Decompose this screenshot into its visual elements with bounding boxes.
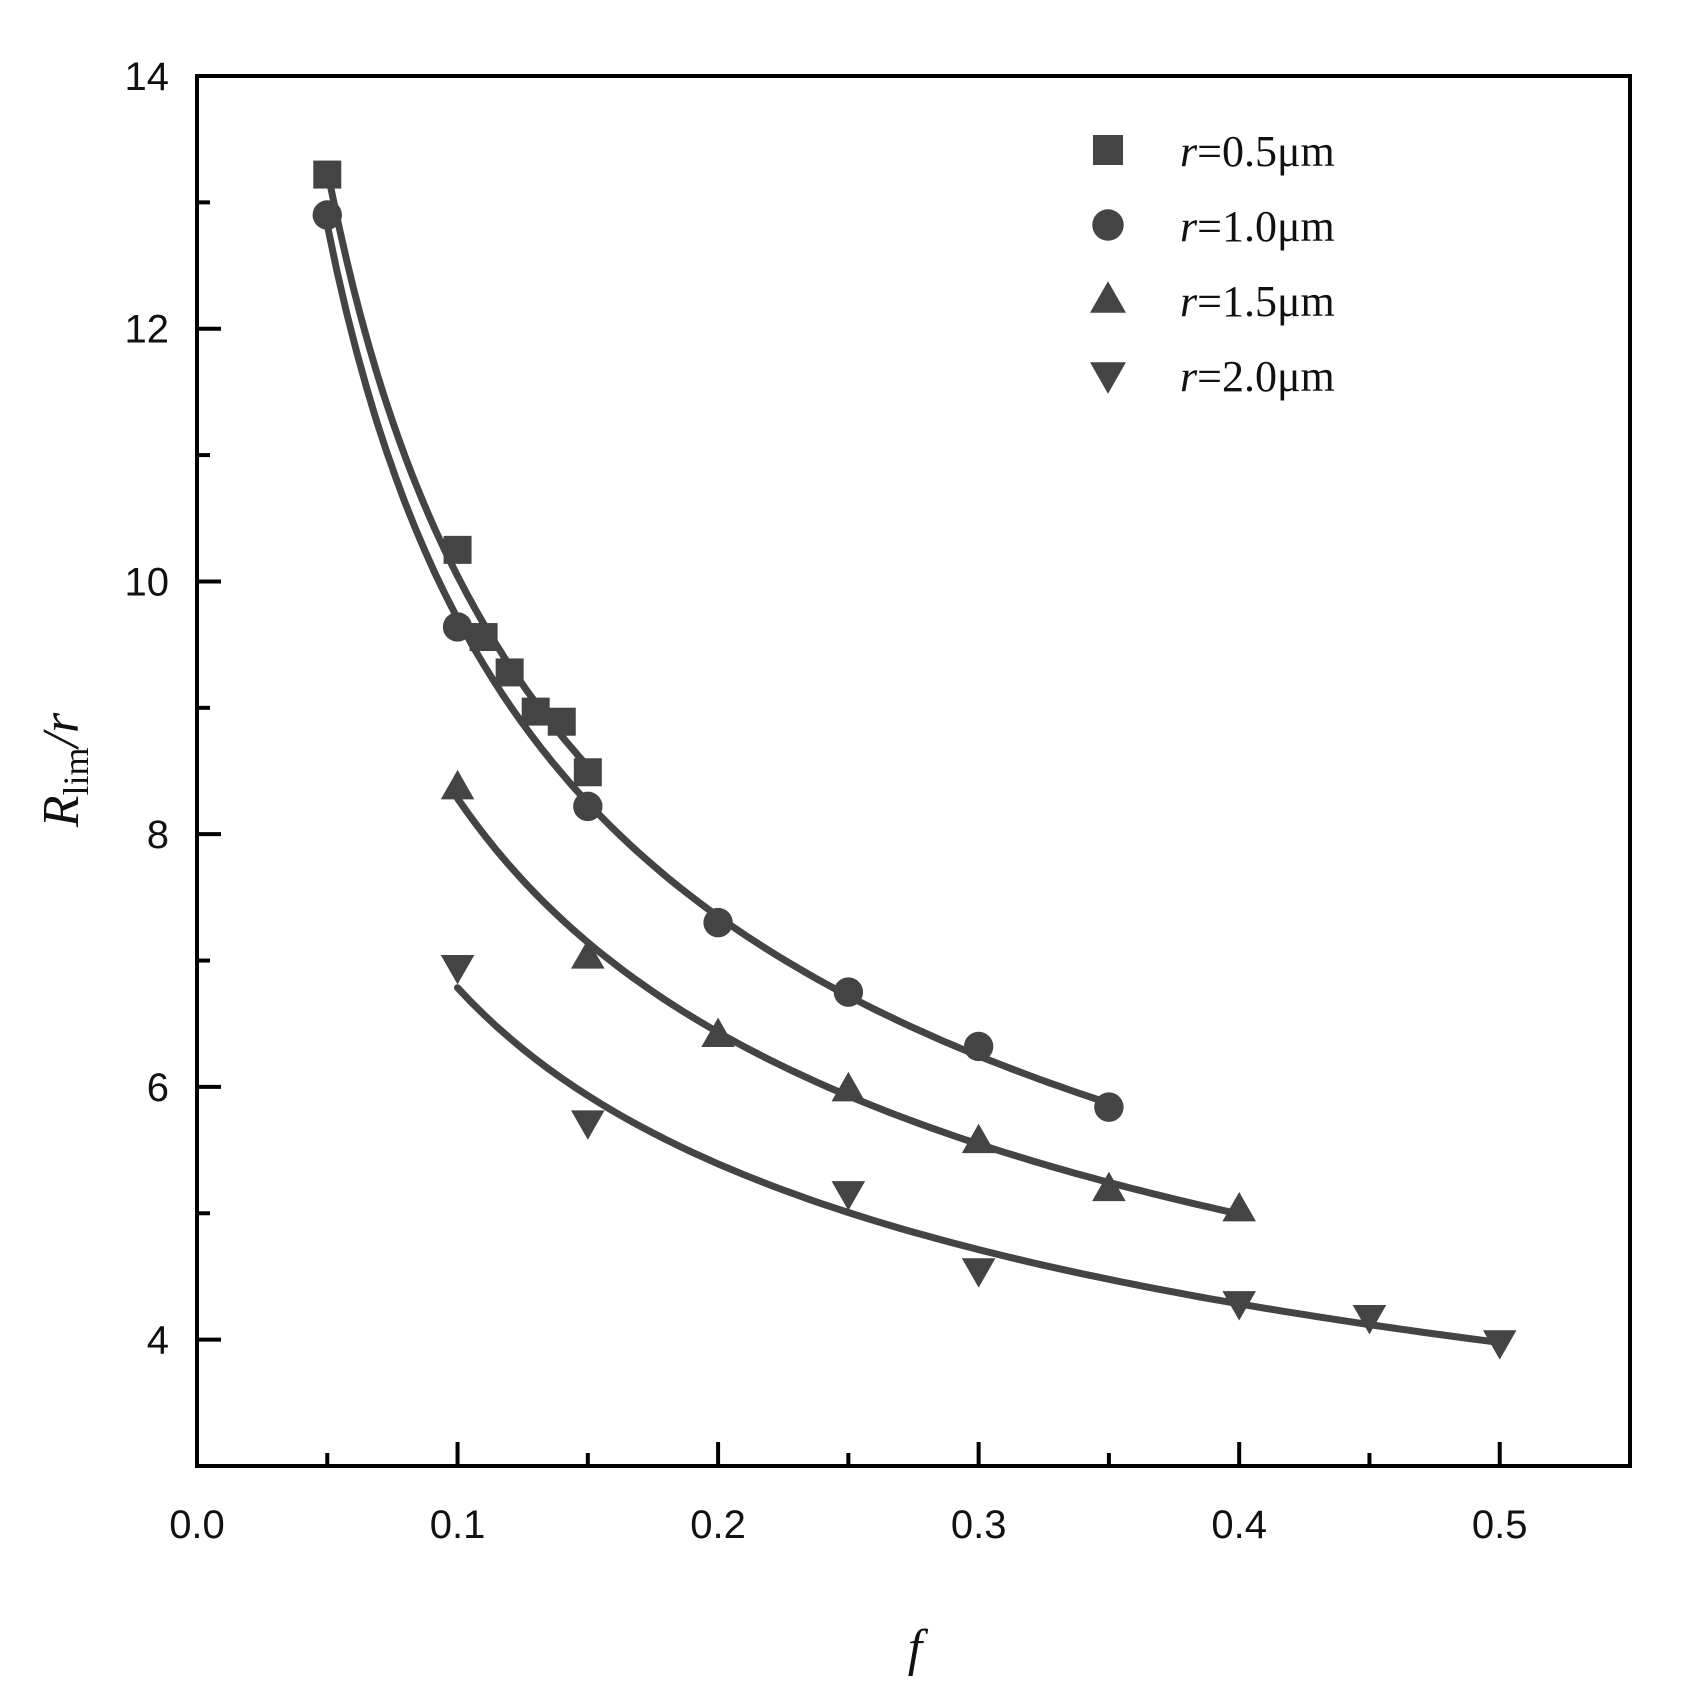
x-tick-labels: 0.0 0.1 0.2 0.3 0.4 0.5	[169, 1503, 1527, 1547]
triangle-down-legend-icon	[1090, 362, 1126, 394]
fit-curve	[323, 221, 1113, 1107]
triangle-up-marker	[961, 1123, 996, 1154]
triangle-up-marker	[831, 1071, 866, 1102]
circle-marker	[442, 612, 473, 642]
legend-item: r=0.5μm	[1093, 127, 1335, 176]
x-tick-label: 0.1	[430, 1503, 486, 1547]
triangle-up-marker	[701, 1017, 735, 1047]
circle-marker	[703, 907, 733, 938]
circle-legend-icon	[1092, 209, 1124, 241]
x-tick-label: 0.2	[690, 1503, 746, 1547]
circle-marker	[312, 200, 342, 230]
triangle-up-legend-icon	[1090, 281, 1126, 313]
square-marker	[443, 535, 472, 564]
triangle-down-marker	[961, 1258, 996, 1288]
triangle-up-marker	[1222, 1191, 1256, 1222]
circle-marker	[573, 791, 603, 822]
legend-label: r=2.0μm	[1180, 352, 1335, 401]
circle-marker	[833, 977, 864, 1007]
y-tick-label: 10	[125, 560, 170, 604]
x-tick-label: 0.3	[951, 1503, 1007, 1547]
x-tick-label: 0.4	[1211, 1503, 1267, 1547]
legend-label: r=1.5μm	[1180, 277, 1335, 326]
triangle-down-marker	[1352, 1304, 1387, 1335]
square-marker	[495, 658, 524, 687]
triangle-down-marker	[831, 1181, 866, 1211]
square-marker	[547, 707, 576, 736]
circle-marker	[1094, 1092, 1124, 1122]
square-marker	[521, 697, 550, 726]
y-axis-title-main: R	[33, 795, 90, 828]
legend-label: r=1.0μm	[1180, 202, 1335, 251]
y-tick-label: 8	[147, 813, 169, 857]
y-tick-label: 4	[147, 1319, 169, 1363]
triangle-up-marker	[440, 769, 475, 800]
triangle-down-marker	[440, 954, 475, 985]
legend-item: r=1.5μm	[1090, 277, 1335, 326]
square-legend-icon	[1093, 135, 1123, 165]
triangle-down-marker	[1222, 1291, 1256, 1321]
triangle-down-marker	[571, 1110, 605, 1140]
fit-curves	[323, 166, 1504, 1346]
y-axis-title-subscript: lim	[56, 747, 96, 795]
triangle-up-marker	[571, 939, 605, 969]
fit-curve	[454, 984, 1504, 1346]
y-axis-title: Rlim/r	[33, 712, 96, 828]
legend-label: r=0.5μm	[1180, 127, 1335, 176]
axis-ticks	[195, 74, 1502, 1466]
legend: r=0.5μm r=1.0μm r=1.5μm r=2.0μm	[1090, 127, 1335, 401]
legend-item: r=1.0μm	[1092, 202, 1335, 251]
x-tick-label: 0.0	[169, 1503, 225, 1547]
x-axis-title: f	[908, 1620, 929, 1677]
square-marker	[469, 623, 498, 652]
x-tick-label: 0.5	[1472, 1503, 1528, 1547]
y-tick-labels: 4 6 8 10 12 14	[125, 55, 170, 1363]
fit-curve	[323, 166, 592, 770]
data-markers	[312, 160, 1517, 1360]
triangle-down-marker	[1482, 1330, 1517, 1360]
square-marker	[313, 160, 342, 189]
plot-frame	[195, 74, 1632, 1468]
y-tick-label: 6	[147, 1066, 169, 1110]
y-tick-label: 12	[125, 308, 170, 352]
y-axis-title-suffix: /r	[33, 712, 90, 750]
legend-item: r=2.0μm	[1090, 352, 1335, 401]
y-tick-label: 14	[125, 55, 170, 99]
square-marker	[573, 758, 602, 787]
circle-marker	[963, 1031, 994, 1062]
triangle-up-marker	[1092, 1171, 1126, 1202]
